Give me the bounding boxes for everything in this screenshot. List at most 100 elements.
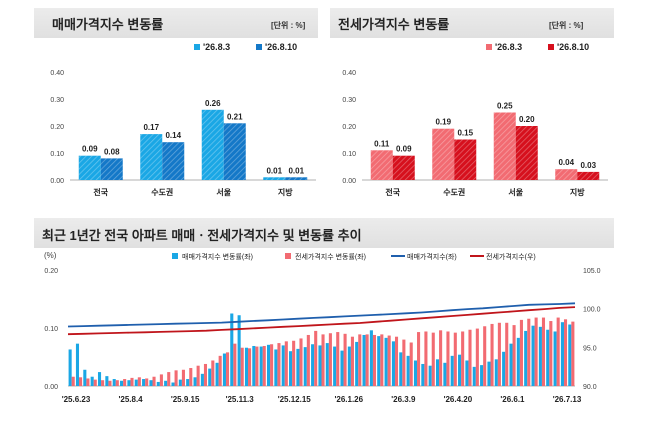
jeonse-data-label: 0.20	[519, 115, 535, 124]
trend-sale-rate-bar	[281, 345, 285, 386]
trend-legend-label: 전세가격지수 변동률(좌)	[295, 252, 366, 261]
jeonse-panel-header	[330, 8, 614, 38]
jeonse-bar-hatch	[515, 126, 538, 180]
sale-ytick-label: 0.40	[50, 70, 64, 77]
trend-jeonse-rate-bar	[292, 340, 296, 386]
trend-jeonse-rate-bar	[203, 363, 208, 386]
trend-jeonse-rate-bar	[255, 346, 259, 386]
trend-sale-rate-bar	[97, 372, 102, 386]
jeonse-bar-hatch	[555, 169, 578, 180]
trend-sale-rate-bar	[502, 351, 506, 386]
sale-bar-hatch	[201, 109, 224, 180]
trend-sale-rate-bar	[90, 376, 94, 386]
trend-sale-rate-bar	[355, 341, 359, 386]
trend-panel-header	[34, 218, 614, 248]
trend-sale-rate-bar	[406, 355, 410, 386]
trend-legend-label: 매매가격지수 변동률(좌)	[182, 252, 253, 261]
trend-sale-rate-bar	[465, 360, 469, 386]
sale-category-label: 수도권	[151, 187, 173, 197]
sale-ytick-label: 0.20	[50, 124, 64, 131]
trend-jeonse-rate-bar	[527, 318, 531, 386]
trend-jeonse-rate-bar	[417, 332, 421, 386]
sale-data-label: 0.09	[82, 145, 98, 154]
trend-jeonse-rate-bar	[79, 377, 83, 386]
trend-jeonse-rate-bar	[130, 377, 134, 386]
trend-jeonse-rate-bar	[365, 334, 369, 386]
trend-sale-rate-bar	[347, 346, 351, 386]
trend-jeonse-rate-bar	[497, 322, 501, 386]
trend-jeonse-rate-bar	[225, 352, 230, 386]
trend-sale-rate-bar	[237, 315, 241, 386]
trend-jeonse-rate-bar	[571, 321, 575, 386]
trend-jeonse-index-line	[67, 306, 576, 336]
trend-jeonse-rate-bar	[424, 331, 428, 386]
sale-legend-label: '26.8.10	[265, 42, 297, 52]
trend-jeonse-rate-bar	[218, 355, 222, 386]
jeonse-bar-hatch	[370, 150, 393, 180]
trend-x-tick-label: '25.12.15	[278, 395, 312, 404]
trend-sale-rate-bar	[450, 355, 454, 386]
jeonse-data-label: 0.03	[580, 161, 596, 170]
trend-jeonse-rate-bar	[137, 377, 141, 386]
trend-jeonse-rate-bar	[328, 333, 332, 386]
sale-data-label: 0.17	[143, 123, 159, 132]
trend-jeonse-rate-bar	[123, 379, 127, 386]
trend-panel-title: 최근 1년간 전국 아파트 매매ㆍ전세가격지수 및 변동률 추이	[42, 228, 362, 243]
trend-jeonse-rate-bar	[86, 378, 90, 386]
trend-sale-rate-bar	[171, 382, 175, 386]
trend-sale-rate-bar	[560, 322, 564, 386]
trend-jeonse-rate-bar	[181, 369, 185, 386]
trend-sale-rate-bar	[391, 341, 395, 386]
trend-jeonse-rate-bar	[321, 334, 325, 386]
trend-jeonse-rate-bar	[233, 343, 237, 386]
trend-sale-rate-bar	[75, 343, 80, 386]
trend-sale-rate-bar	[142, 379, 146, 386]
trend-right-tick-label: 100.0	[583, 307, 601, 314]
sale-category-label: 서울	[216, 187, 231, 197]
trend-x-tick-label: '26.1.26	[334, 395, 363, 404]
sale-panel-header	[34, 8, 318, 38]
trend-sale-rate-bar	[435, 359, 440, 386]
trend-sale-rate-bar	[509, 343, 513, 386]
trend-jeonse-rate-bar	[512, 325, 516, 386]
trend-jeonse-rate-bar	[475, 328, 479, 386]
trend-sale-rate-bar	[164, 380, 168, 386]
trend-sale-rate-bar	[553, 331, 557, 386]
trend-sale-rate-bar	[186, 379, 190, 386]
sale-bar-hatch	[140, 134, 163, 180]
trend-sale-rate-bar	[568, 324, 572, 386]
trend-jeonse-rate-bar	[394, 336, 399, 386]
jeonse-bar-hatch	[432, 128, 455, 180]
trend-sale-rate-bar	[149, 380, 153, 386]
trend-jeonse-rate-bar	[240, 347, 244, 386]
jeonse-rate-chart: 0.00 0.10 0.20 0.30 0.40 '26.8.3 '26.8.10 전국 0.1…	[342, 42, 608, 197]
jeonse-bar-hatch	[493, 112, 516, 180]
sale-category-label: 지방	[278, 187, 293, 197]
trend-sale-rate-bar	[362, 334, 366, 386]
trend-sale-rate-bar	[340, 350, 344, 386]
trend-left-tick-label: 0.10	[44, 326, 58, 333]
trend-left-axis-unit: (%)	[44, 251, 57, 260]
trend-sale-rate-bar	[384, 337, 388, 386]
sale-data-label: 0.08	[104, 147, 120, 156]
jeonse-legend-swatch	[486, 44, 492, 50]
trend-jeonse-rate-bar	[159, 374, 163, 386]
jeonse-data-label: 0.15	[457, 129, 473, 138]
trend-jeonse-rate-bar	[174, 370, 178, 386]
trend-sale-rate-bar	[134, 379, 138, 386]
trend-sale-rate-bar	[244, 347, 249, 386]
trend-sale-rate-bar	[538, 326, 542, 386]
jeonse-legend-swatch	[548, 44, 554, 50]
trend-sale-rate-bar	[546, 329, 550, 386]
trend-jeonse-rate-bar	[556, 317, 560, 386]
trend-jeonse-rate-bar	[446, 331, 450, 386]
trend-sale-rate-bar	[215, 362, 219, 386]
trend-jeonse-rate-bar	[277, 343, 281, 386]
trend-jeonse-rate-bar	[534, 317, 538, 386]
trend-sale-rate-bar	[531, 325, 535, 386]
trend-sale-rate-bar	[127, 380, 131, 386]
trend-sale-rate-bar	[112, 379, 116, 386]
trend-jeonse-rate-bar	[380, 334, 384, 386]
sale-panel-title: 매매가격지수 변동률	[52, 17, 164, 32]
trend-jeonse-rate-bar	[145, 378, 149, 386]
